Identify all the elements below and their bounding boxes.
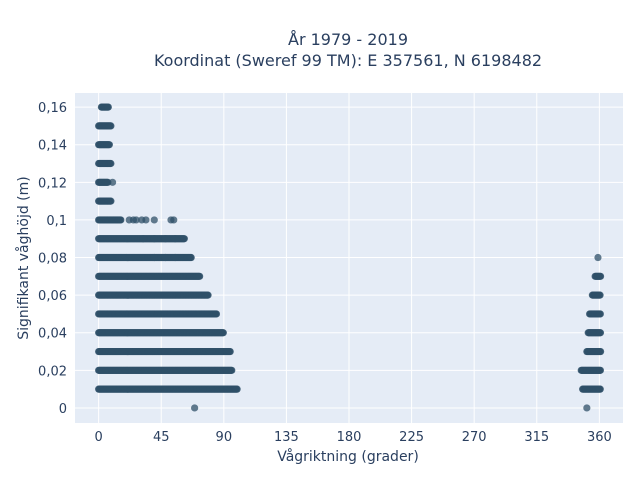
x-tick-label: 315 bbox=[524, 430, 549, 445]
x-tick-label: 90 bbox=[216, 430, 233, 445]
x-tick-label: 0 bbox=[95, 430, 103, 445]
scatter-point bbox=[596, 329, 605, 337]
scatter-point bbox=[132, 216, 140, 224]
scatter-point bbox=[596, 291, 604, 299]
scatter-point bbox=[117, 216, 125, 224]
x-tick-label: 180 bbox=[337, 430, 362, 445]
y-axis-label: Signifikant våghöjd (m) bbox=[15, 176, 32, 339]
scatter-point bbox=[171, 253, 179, 262]
scatter-point bbox=[171, 235, 179, 243]
scatter-point bbox=[228, 366, 236, 374]
y-tick-label: 0,14 bbox=[38, 139, 67, 154]
y-tick-label: 0 bbox=[59, 402, 67, 417]
y-tick-label: 0,04 bbox=[38, 327, 67, 342]
scatter-point bbox=[219, 329, 227, 337]
scatter-point bbox=[594, 253, 602, 262]
chart-title-line2: Koordinat (Sweref 99 TM): E 357561, N 61… bbox=[154, 51, 542, 70]
scatter-point bbox=[596, 385, 604, 393]
x-tick-label: 135 bbox=[274, 430, 299, 445]
y-tick-label: 0,16 bbox=[38, 101, 67, 116]
y-tick-label: 0,1 bbox=[46, 214, 67, 229]
scatter-point bbox=[150, 235, 158, 243]
chart-title-line1: År 1979 - 2019 bbox=[288, 30, 408, 49]
scatter-point bbox=[596, 272, 605, 280]
scatter-point bbox=[150, 253, 158, 262]
scatter-point bbox=[233, 385, 241, 393]
scatter-point bbox=[180, 235, 188, 243]
scatter-point bbox=[104, 103, 112, 111]
scatter-point bbox=[212, 310, 221, 318]
y-axis-ticks: 0 0,02 0,04 0,06 0,08 0,1 0,12 0,14 0,16 bbox=[38, 101, 67, 417]
scatter-point bbox=[139, 235, 147, 243]
scatter-point bbox=[161, 235, 170, 243]
scatter-point bbox=[597, 347, 605, 356]
y-tick-label: 0,06 bbox=[38, 289, 67, 304]
y-tick-label: 0,12 bbox=[38, 176, 67, 191]
scatter-point bbox=[108, 178, 117, 186]
scatter-point bbox=[105, 141, 113, 149]
x-axis-label: Vågriktning (grader) bbox=[277, 448, 419, 465]
scatter-point bbox=[596, 366, 604, 374]
x-axis-ticks: 0 45 90 135 180 225 270 315 360 bbox=[95, 430, 612, 445]
scatter-point bbox=[596, 310, 604, 318]
x-tick-label: 225 bbox=[399, 430, 424, 445]
scatter-point bbox=[107, 197, 115, 205]
data-points bbox=[95, 103, 605, 412]
x-tick-label: 360 bbox=[587, 430, 612, 445]
scatter-point bbox=[204, 291, 212, 299]
scatter-point bbox=[226, 347, 234, 356]
x-tick-label: 270 bbox=[462, 430, 487, 445]
scatter-point bbox=[107, 159, 115, 168]
y-tick-label: 0,02 bbox=[38, 364, 67, 379]
gridlines bbox=[75, 93, 623, 423]
scatter-point bbox=[161, 253, 170, 262]
scatter-point bbox=[150, 216, 158, 224]
scatter-point bbox=[187, 253, 195, 262]
scatter-point bbox=[142, 216, 150, 224]
scatter-point bbox=[170, 216, 178, 224]
scatter-point bbox=[583, 404, 591, 412]
scatter-point bbox=[196, 272, 204, 280]
scatter-point bbox=[107, 122, 115, 130]
x-tick-label: 45 bbox=[153, 430, 170, 445]
scatter-point bbox=[191, 404, 199, 412]
y-tick-label: 0,08 bbox=[38, 252, 67, 267]
